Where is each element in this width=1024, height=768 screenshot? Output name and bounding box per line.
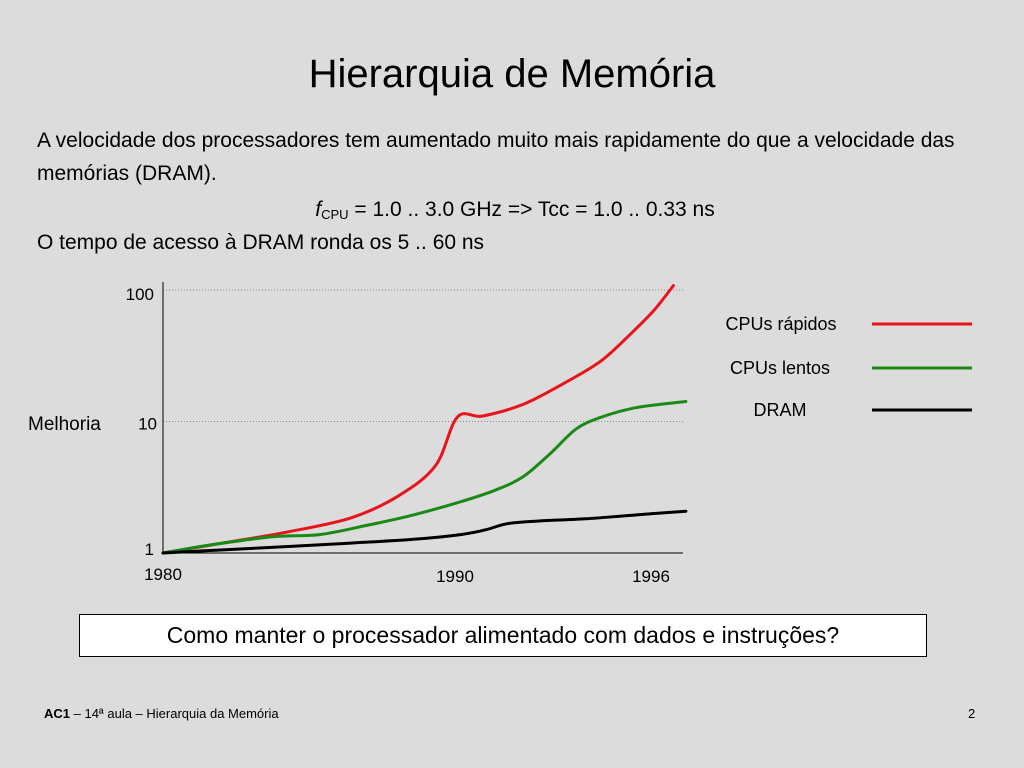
footer-text: – 14ª aula – Hierarquia da Memória bbox=[70, 706, 279, 721]
y-tick-label-1: 1 bbox=[145, 540, 154, 559]
y-tick-label-10: 10 bbox=[138, 415, 157, 434]
x-tick-label-1996: 1996 bbox=[632, 567, 670, 586]
performance-chart: 1 10 100 1980 1990 1996 Melhoria CPUs rápidos CP… bbox=[28, 282, 972, 586]
legend-label-dram: DRAM bbox=[754, 400, 807, 420]
y-tick-label-100: 100 bbox=[126, 285, 154, 304]
x-tick-label-1980: 1980 bbox=[144, 565, 182, 584]
formula-f: f bbox=[315, 198, 322, 221]
formula-subscript: CPU bbox=[321, 207, 349, 222]
dram-access-paragraph: O tempo de acesso à DRAM ronda os 5 .. 6… bbox=[37, 231, 485, 254]
formula-text: = 1.0 .. 3.0 GHz => Tcc = 1.0 .. 0.33 ns bbox=[348, 198, 715, 221]
question-box: Como manter o processador alimentado com… bbox=[79, 614, 927, 657]
legend-label-cpus-rapidos: CPUs rápidos bbox=[725, 314, 836, 334]
page-number: 2 bbox=[968, 706, 976, 721]
intro-paragraph: A velocidade dos processadores tem aumen… bbox=[37, 129, 955, 185]
legend-label-cpus-lentos: CPUs lentos bbox=[730, 358, 830, 378]
footer: AC1 – 14ª aula – Hierarquia da Memória bbox=[44, 706, 279, 721]
x-tick-label-1990: 1990 bbox=[436, 567, 474, 586]
y-axis-label: Melhoria bbox=[28, 414, 101, 435]
series-line-cpus-rapidos bbox=[161, 284, 675, 555]
footer-course: AC1 bbox=[44, 706, 71, 721]
slide-title: Hierarquia de Memória bbox=[308, 52, 716, 96]
series-line-cpus-lentos bbox=[161, 400, 688, 555]
cpu-frequency-formula: fCPU = 1.0 .. 3.0 GHz => Tcc = 1.0 .. 0.… bbox=[0, 193, 1024, 231]
series-line-dram bbox=[161, 509, 688, 555]
